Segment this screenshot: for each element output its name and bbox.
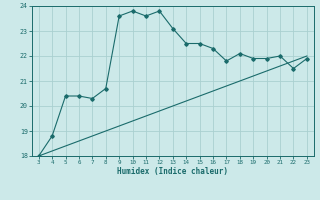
X-axis label: Humidex (Indice chaleur): Humidex (Indice chaleur) <box>117 167 228 176</box>
